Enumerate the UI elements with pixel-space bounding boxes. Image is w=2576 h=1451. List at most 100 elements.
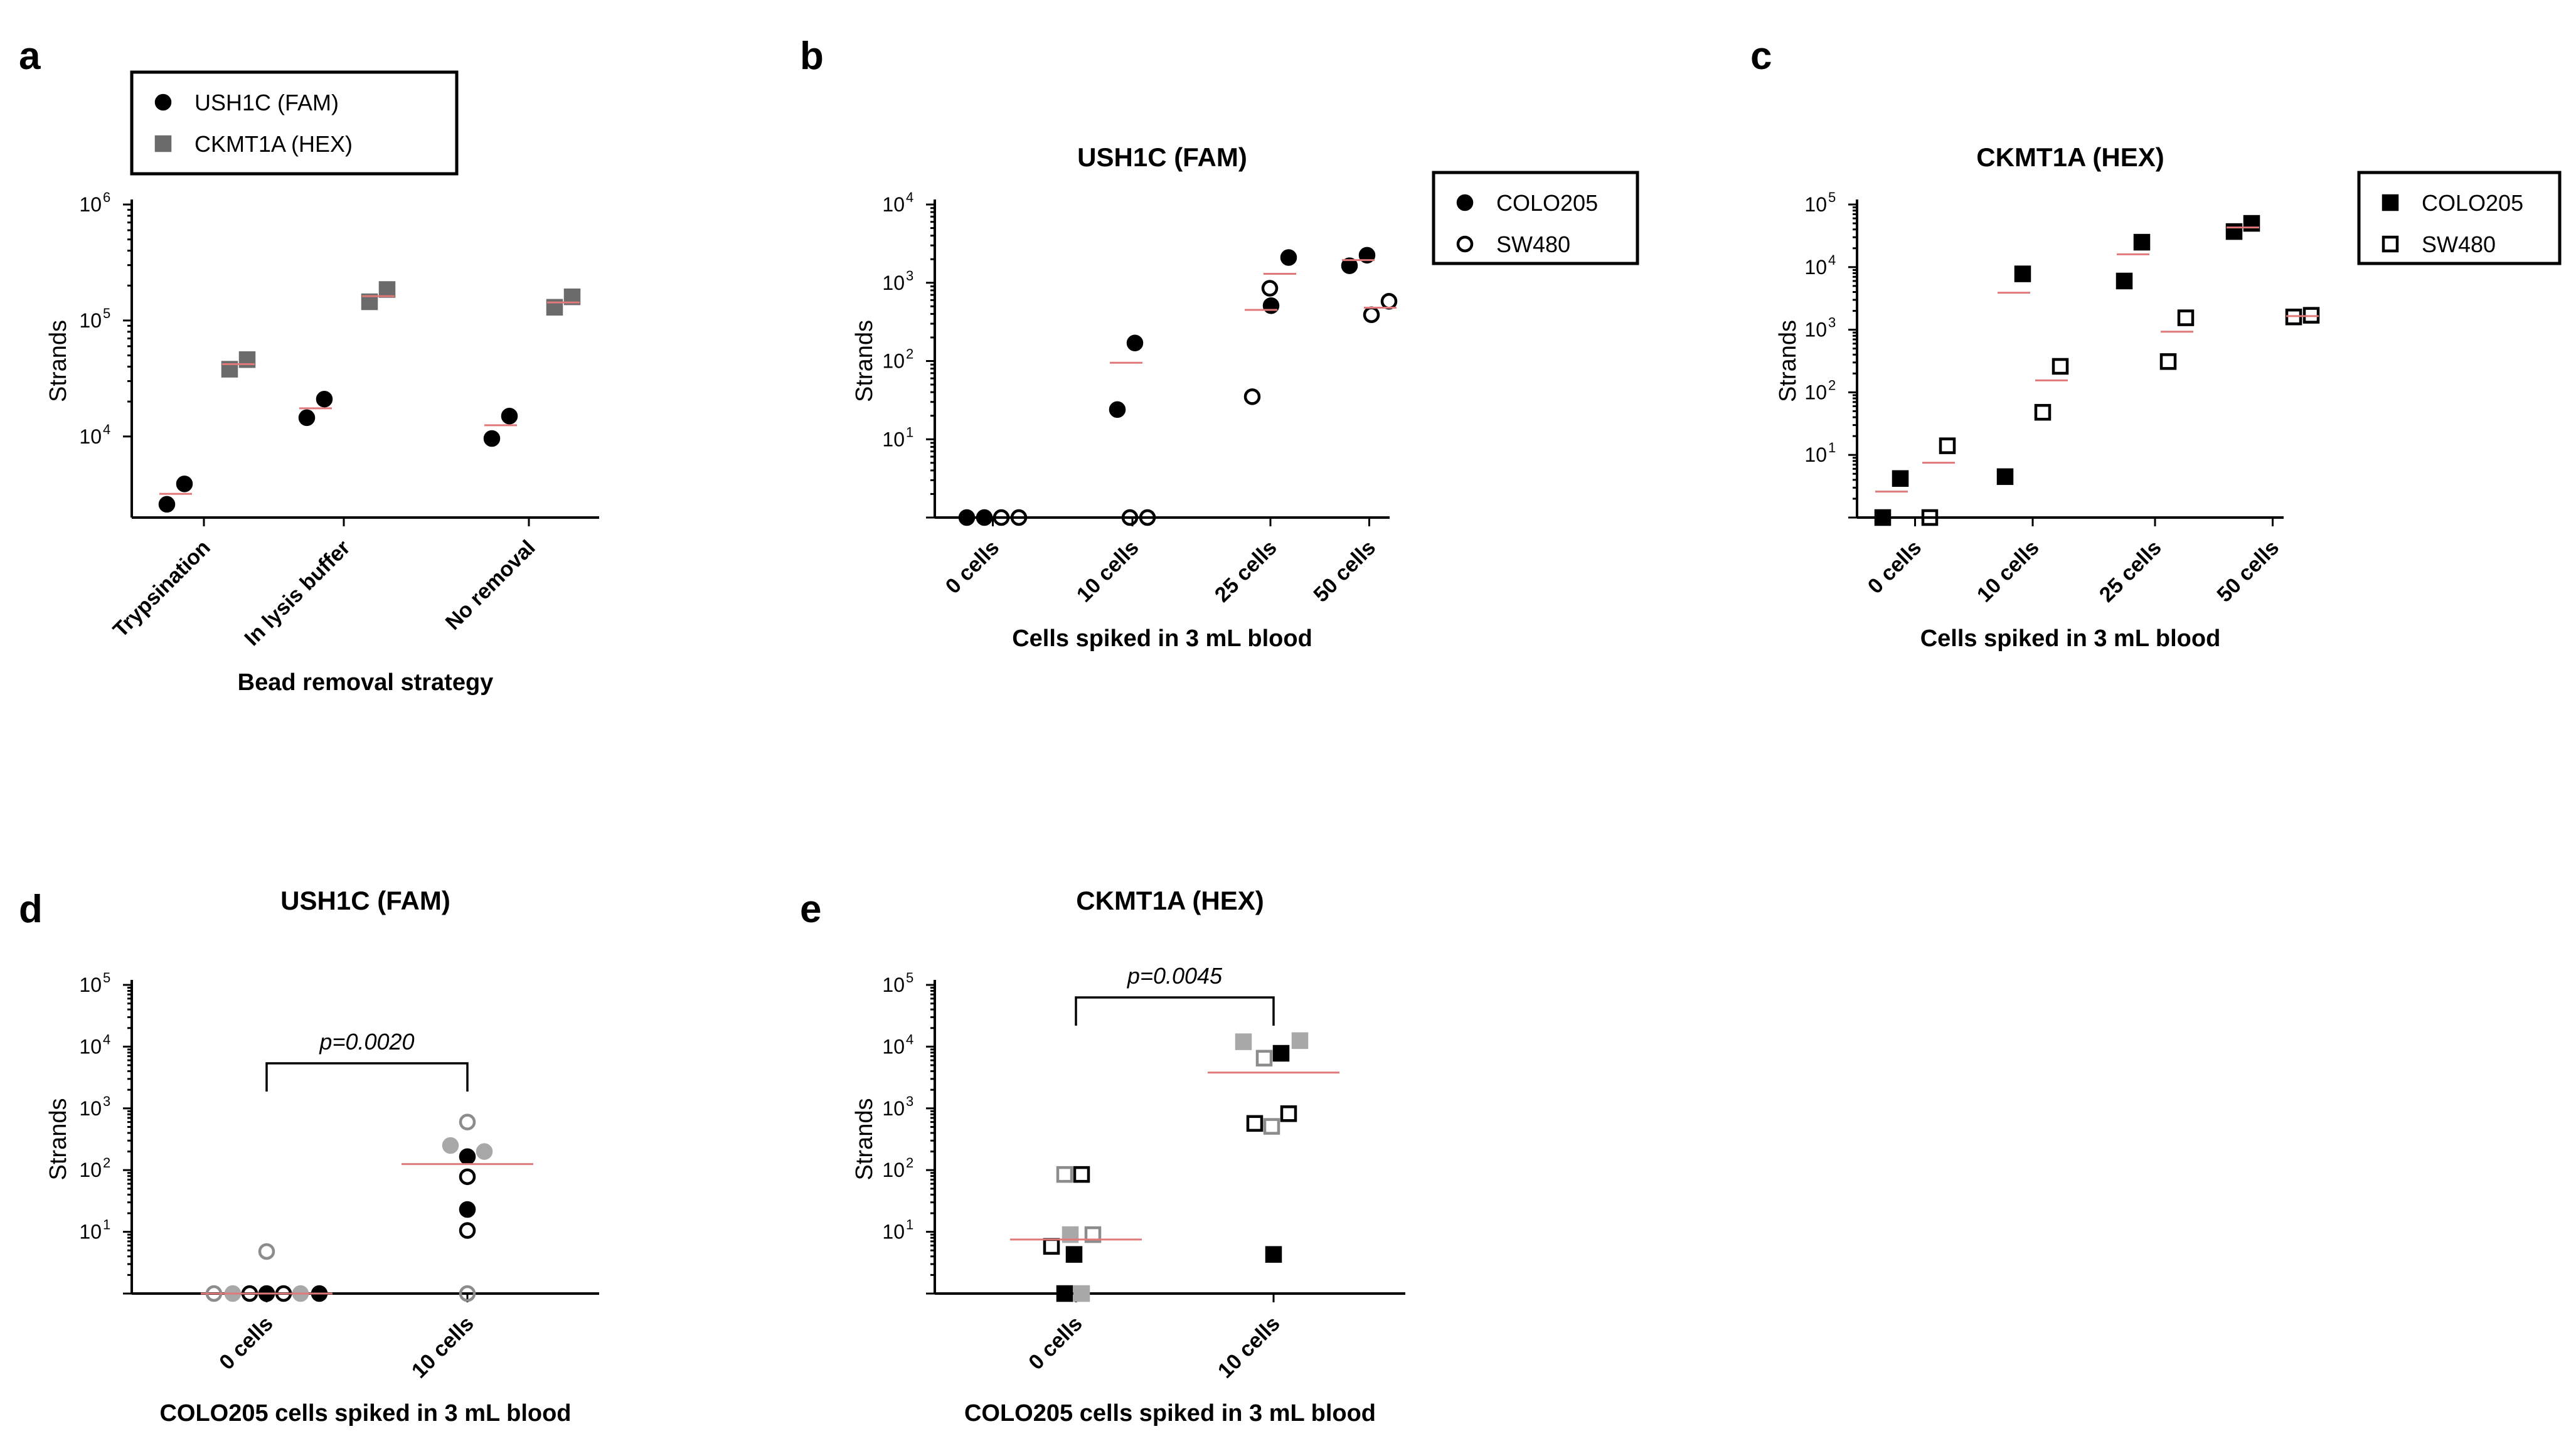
- data-point: [1065, 1246, 1083, 1263]
- data-point: [2159, 353, 2177, 370]
- data-point: [2014, 265, 2031, 282]
- y-tick-exponent: 3: [906, 268, 913, 284]
- data-point: [2133, 233, 2151, 251]
- data-point: [459, 1168, 476, 1186]
- data-point: [1341, 257, 1358, 274]
- data-point: [1121, 509, 1139, 526]
- y-axis-label: Strands: [1775, 320, 1801, 402]
- significance-bracket: [1075, 996, 1275, 1026]
- y-tick-label: 10: [882, 1035, 905, 1058]
- y-tick-exponent: 4: [1828, 252, 1836, 268]
- data-point: [459, 1113, 476, 1130]
- x-axis-label: Cells spiked in 3 mL blood: [1920, 625, 2221, 652]
- data-point: [258, 1243, 275, 1260]
- data-point: [1139, 509, 1156, 526]
- data-point: [176, 476, 193, 492]
- y-tick-label: 10: [1804, 193, 1827, 216]
- x-tick-label: 0 cells: [1024, 1312, 1087, 1374]
- data-point: [298, 409, 316, 427]
- data-point: [563, 288, 581, 306]
- y-tick-label: 10: [79, 1035, 102, 1058]
- y-tick-label: 10: [79, 1221, 102, 1243]
- y-tick-label: 10: [1804, 319, 1827, 341]
- data-point: [1363, 306, 1380, 324]
- y-tick-exponent: 4: [103, 422, 110, 437]
- y-tick-label: 10: [882, 428, 905, 450]
- x-axis-label: COLO205 cells spiked in 3 mL blood: [964, 1400, 1376, 1427]
- x-tick-label: 50 cells: [1309, 536, 1380, 607]
- data-point: [459, 1285, 476, 1302]
- x-tick-label: 10 cells: [407, 1312, 479, 1383]
- x-tick-label: In lysis buffer: [240, 536, 354, 651]
- y-tick-exponent: 1: [906, 1217, 913, 1233]
- y-tick-label: 10: [1804, 381, 1827, 403]
- data-point: [993, 509, 1010, 526]
- x-tick-label: 50 cells: [2212, 536, 2284, 607]
- data-point: [442, 1137, 459, 1154]
- data-point: [2034, 403, 2052, 421]
- panel-letter: b: [800, 35, 824, 78]
- data-point: [1996, 468, 2014, 486]
- y-tick-label: 10: [882, 193, 905, 216]
- chart-title: USH1C (FAM): [1077, 142, 1247, 172]
- y-tick-label: 10: [882, 1221, 905, 1243]
- data-point: [1084, 1226, 1102, 1243]
- x-tick-label: 0 cells: [941, 536, 1004, 598]
- panel-c: c10 110 210 310 410 50 cells 10 cells 25 cells 5…: [1750, 35, 2562, 652]
- data-point: [1073, 1285, 1090, 1302]
- data-point: [378, 281, 396, 298]
- data-point: [1265, 1246, 1282, 1263]
- y-tick-exponent: 5: [103, 306, 110, 321]
- data-point: [1126, 334, 1144, 352]
- data-point: [1056, 1285, 1073, 1302]
- data-point: [476, 1143, 493, 1160]
- x-tick-label: 25 cells: [2095, 536, 2166, 607]
- y-tick-exponent: 2: [1828, 377, 1836, 393]
- y-tick-label: 10: [79, 309, 102, 332]
- legend-entry: USH1C (FAM): [194, 90, 339, 115]
- x-tick-label: 0 cells: [1863, 536, 1926, 598]
- y-tick-label: 10: [882, 1159, 905, 1181]
- data-point: [1235, 1033, 1252, 1050]
- data-point: [1243, 388, 1261, 405]
- legend-marker: [2382, 194, 2399, 211]
- panel-letter: e: [800, 888, 821, 931]
- y-tick-exponent: 3: [103, 1093, 110, 1109]
- data-point: [483, 430, 501, 447]
- data-point: [1010, 509, 1028, 526]
- y-tick-exponent: 2: [906, 1155, 913, 1171]
- y-tick-label: 10: [1804, 256, 1827, 279]
- y-tick-exponent: 1: [1828, 440, 1836, 455]
- p-value-annotation: p=0.0020: [319, 1029, 414, 1055]
- y-tick-exponent: 2: [906, 346, 913, 362]
- x-axis-label: Cells spiked in 3 mL blood: [1012, 625, 1312, 652]
- data-point: [1073, 1166, 1090, 1183]
- data-point: [1043, 1238, 1060, 1255]
- x-tick-label: No removal: [441, 536, 540, 635]
- data-point: [1280, 1105, 1297, 1122]
- data-point: [501, 407, 518, 425]
- legend-box: [1432, 171, 1639, 265]
- data-point: [976, 509, 993, 526]
- panel-letter: a: [19, 35, 41, 78]
- data-point: [1056, 1166, 1073, 1183]
- data-point: [316, 390, 333, 408]
- legend-box: [130, 70, 459, 176]
- y-tick-label: 10: [79, 425, 102, 448]
- data-point: [221, 361, 238, 378]
- legend-marker: [154, 93, 172, 111]
- chart-title: USH1C (FAM): [280, 886, 450, 915]
- y-tick-exponent: 5: [906, 970, 913, 986]
- y-tick-exponent: 3: [906, 1093, 913, 1109]
- significance-bracket: [265, 1062, 469, 1092]
- data-point: [1874, 509, 1892, 526]
- data-point: [2177, 309, 2195, 326]
- y-tick-exponent: 6: [103, 189, 110, 205]
- y-tick-exponent: 1: [103, 1217, 110, 1233]
- data-point: [2116, 272, 2133, 290]
- data-point: [1291, 1032, 1309, 1050]
